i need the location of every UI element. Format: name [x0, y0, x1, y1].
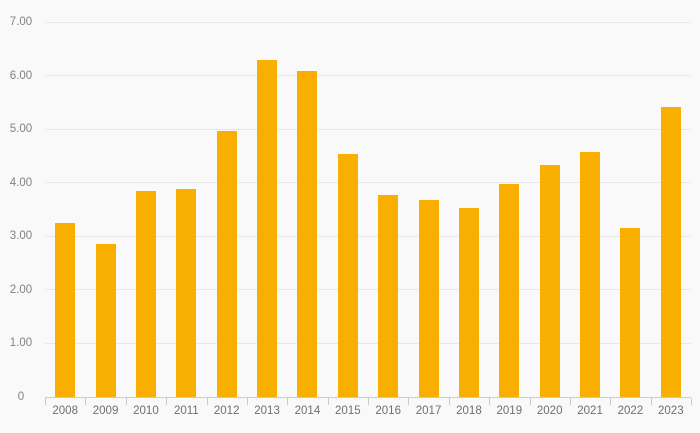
- bar-2016[interactable]: [378, 195, 399, 397]
- x-axis-tick: [448, 398, 450, 405]
- y-axis-label: 6.00: [9, 69, 33, 82]
- y-axis-label: 7.00: [9, 16, 33, 28]
- x-axis-tick: [85, 398, 87, 405]
- x-axis-label-2016: 2016: [375, 405, 401, 417]
- bar-2015[interactable]: [337, 154, 358, 397]
- gridline-7.00: [45, 21, 691, 23]
- x-axis-label-2014: 2014: [294, 405, 321, 417]
- x-axis-label-2009: 2009: [92, 405, 119, 417]
- x-axis-tick: [408, 398, 410, 405]
- x-axis-tick: [368, 398, 369, 405]
- bar-2023[interactable]: [660, 106, 681, 397]
- y-axis-label: 3.00: [9, 230, 33, 243]
- bar-2019[interactable]: [499, 183, 520, 397]
- x-axis-label-2017: 2017: [415, 405, 442, 417]
- x-axis-tick: [691, 398, 692, 405]
- bar-2014[interactable]: [297, 71, 318, 397]
- x-axis-tick: [529, 398, 531, 405]
- x-axis-tick: [125, 398, 127, 405]
- y-axis-label: 5.00: [9, 123, 33, 136]
- x-axis-tick: [569, 398, 571, 405]
- bar-2011[interactable]: [176, 189, 197, 397]
- x-axis-tick: [327, 398, 329, 405]
- x-axis-label-2019: 2019: [496, 405, 523, 417]
- x-axis-tick: [246, 398, 248, 405]
- y-axis-label: 4.00: [9, 176, 33, 189]
- y-axis-label: 1.00: [9, 337, 33, 350]
- x-axis-tick: [206, 398, 208, 405]
- x-axis-label-2022: 2022: [617, 405, 644, 417]
- y-axis-label: 0: [17, 391, 25, 403]
- gridline-5.00: [45, 128, 691, 130]
- x-axis-tick: [45, 398, 46, 405]
- x-axis-tick: [166, 398, 168, 405]
- x-axis-tick: [610, 398, 612, 405]
- bar-2017[interactable]: [418, 200, 439, 397]
- bar-2021[interactable]: [580, 152, 601, 397]
- x-axis-line: [45, 397, 691, 398]
- bar-2020[interactable]: [539, 164, 560, 397]
- bar-2022[interactable]: [620, 228, 641, 397]
- bar-2008[interactable]: [55, 222, 76, 397]
- gridline-3.00: [45, 235, 691, 237]
- x-axis-label-2010: 2010: [133, 405, 159, 417]
- gridline-6.00: [45, 75, 691, 77]
- gridline-2.00: [45, 289, 691, 291]
- bar-2018[interactable]: [458, 207, 479, 397]
- x-axis-tick: [650, 398, 652, 405]
- gridline-4.00: [45, 182, 691, 184]
- x-axis-label-2018: 2018: [456, 405, 482, 417]
- x-axis-tick: [287, 398, 289, 405]
- x-axis-label-2015: 2015: [335, 405, 361, 417]
- gridline-1.00: [45, 342, 691, 344]
- bar-2010[interactable]: [135, 191, 156, 397]
- x-axis-label-2021: 2021: [577, 405, 603, 417]
- x-axis-label-2013: 2013: [254, 405, 280, 417]
- bar-2009[interactable]: [95, 244, 116, 397]
- x-axis-label-2020: 2020: [536, 405, 563, 417]
- bar-2012[interactable]: [216, 130, 237, 397]
- x-axis-tick: [489, 398, 491, 405]
- bar-2013[interactable]: [257, 59, 278, 397]
- x-axis-label-2011: 2011: [173, 405, 199, 417]
- x-axis-label-2008: 2008: [52, 405, 78, 417]
- x-axis-label-2023: 2023: [658, 405, 684, 417]
- x-axis-label-2012: 2012: [213, 405, 240, 417]
- y-axis-label: 2.00: [9, 283, 33, 296]
